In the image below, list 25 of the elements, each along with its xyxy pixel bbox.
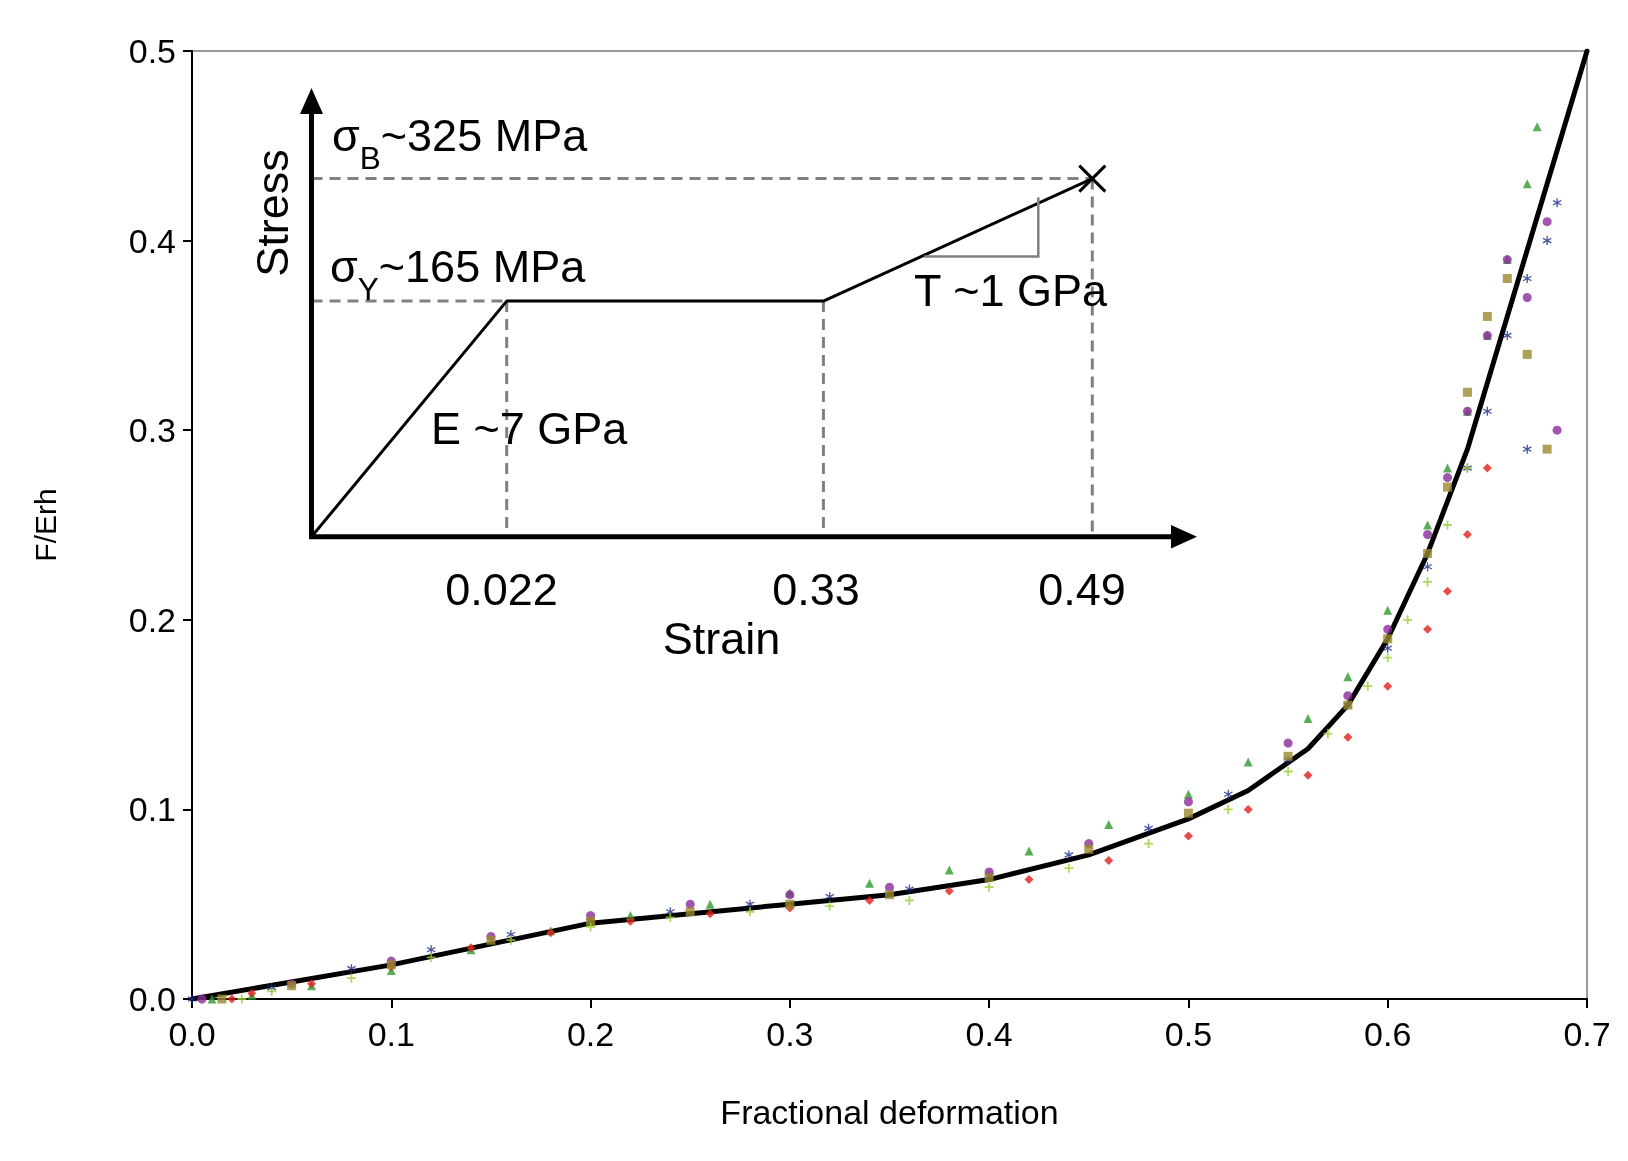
y-axis-title: F/Erh — [28, 488, 62, 562]
x-tick-label: 0.0 — [168, 1015, 216, 1053]
y-tick-label: 0.4 — [128, 221, 176, 260]
y-tick-label: 0.5 — [128, 32, 176, 70]
x-tick-label: 0.3 — [766, 1015, 814, 1053]
x-axis-title: Fractional deformation — [720, 1093, 1059, 1131]
y-tick-label: 0.2 — [128, 600, 176, 639]
y-tick-label: 0.1 — [128, 790, 176, 829]
x-tick-label: 0.2 — [566, 1015, 615, 1053]
x-tick-label: 0.5 — [1164, 1015, 1213, 1053]
annotation: E ~7 GPa — [431, 403, 629, 454]
x-tick-label: 0.6 — [1364, 1015, 1412, 1053]
x-tick-label: 0.1 — [367, 1015, 415, 1053]
text: Stress — [247, 149, 298, 277]
annotation: 0.022 — [445, 564, 558, 615]
annotation: 0.49 — [1038, 564, 1126, 615]
x-tick-label: 0.7 — [1563, 1015, 1611, 1053]
annotation: σ$_{B}$~325 MPa — [332, 109, 589, 176]
text: Strain — [662, 613, 781, 664]
y-tick-label: 0.0 — [128, 980, 176, 1018]
annotation: T ~1 GPa — [914, 265, 1108, 316]
annotation: 0.33 — [772, 564, 860, 615]
y-tick-label: 0.3 — [128, 411, 176, 450]
x-tick-label: 0.4 — [965, 1015, 1013, 1053]
annotation: σ$_{Y}$~165 MPa — [330, 241, 587, 307]
